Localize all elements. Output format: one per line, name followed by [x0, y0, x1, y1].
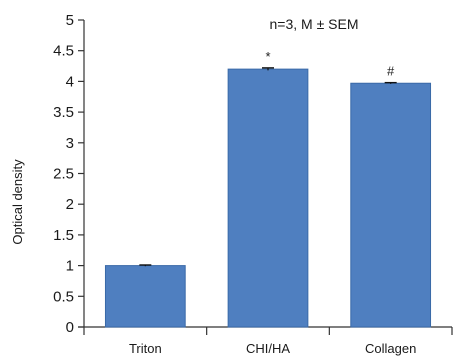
- y-tick-label: 3.5: [53, 104, 74, 121]
- y-axis-title: Optical density: [10, 159, 25, 245]
- significance-marker: *: [265, 49, 270, 64]
- x-axis: Triton CHI/HA Collagen: [78, 326, 453, 356]
- y-tick-label: 2: [66, 196, 74, 213]
- y-tick-label: 4.5: [53, 43, 74, 60]
- y-axis: 0 0.5 1 1.5 2 2.5 3 3.5 4 4.5 5: [53, 12, 85, 336]
- bar-triton: [104, 265, 186, 328]
- y-tick-label: 2.5: [53, 166, 74, 183]
- y-tick-label: 0.5: [53, 288, 74, 305]
- y-tick-label: 1: [66, 258, 74, 275]
- x-tick-label: Collagen: [365, 341, 416, 356]
- annotation-text: n=3, M ± SEM: [270, 16, 359, 32]
- y-tick-label: 4: [66, 73, 74, 90]
- bar-collagen: [350, 82, 432, 328]
- y-tick-label: 5: [66, 12, 74, 29]
- y-tick-label: 1.5: [53, 227, 74, 244]
- y-tick-label: 3: [66, 135, 74, 152]
- y-tick-label: 0: [66, 319, 74, 336]
- bar-chi-ha: [227, 68, 309, 328]
- bars: *#: [104, 49, 432, 328]
- x-tick-label: Triton: [129, 341, 162, 356]
- significance-marker: #: [387, 64, 395, 79]
- x-tick-label: CHI/HA: [246, 341, 290, 356]
